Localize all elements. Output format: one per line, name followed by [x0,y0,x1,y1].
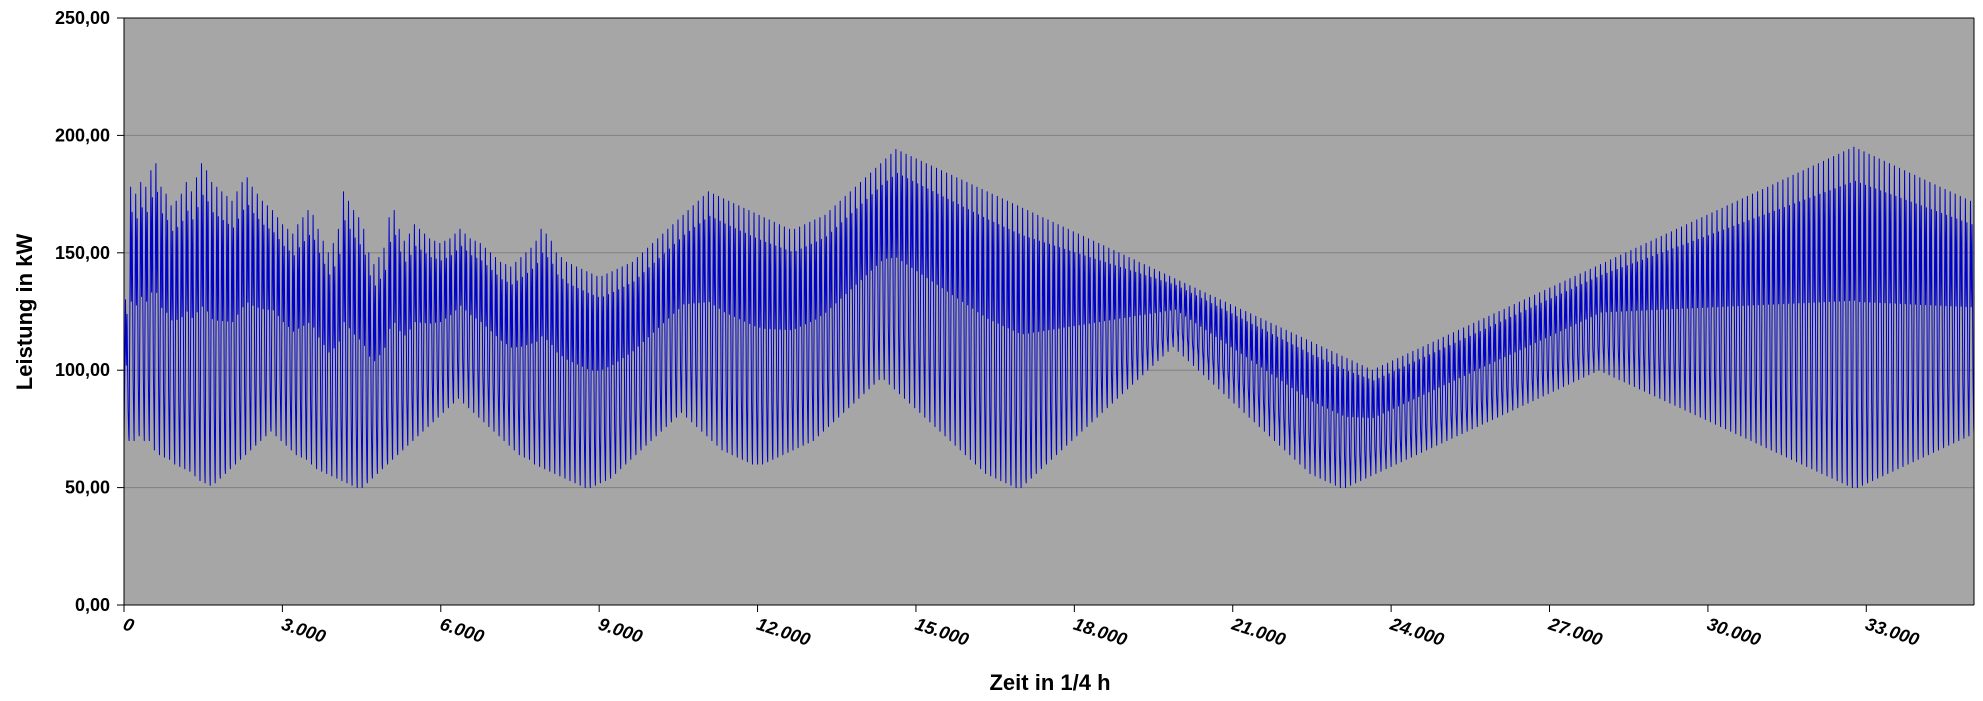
x-tick-label: 15.000 [913,614,972,650]
series-layer [123,146,1975,489]
x-tick-label: 18.000 [1071,614,1130,650]
x-tick-labels: 0 3.000 6.000 9.000 12.000 15.000 18.000 21.000… [121,605,1922,650]
x-tick-label: 30.000 [1705,614,1764,650]
x-tick-label: 6.000 [438,614,487,647]
y-axis-title: Leistung in kW [12,234,37,391]
x-tick-label: 33.000 [1863,614,1922,650]
x-tick-label: 27.000 [1545,613,1604,649]
x-axis-title: Zeit in 1/4 h [989,670,1110,695]
y-tick-labels: 0,00 50,00 100,00 150,00 200,00 250,00 [55,8,124,615]
y-tick-label: 200,00 [55,125,110,145]
series-line-0 [123,146,1975,489]
x-tick-label: 0 [121,614,137,636]
y-tick-label: 150,00 [55,243,110,263]
y-tick-label: 0,00 [75,595,110,615]
y-tick-label: 100,00 [55,360,110,380]
x-tick-label: 3.000 [279,614,328,647]
x-tick-label: 9.000 [596,614,645,647]
y-tick-label: 250,00 [55,8,110,28]
x-tick-label: 24.000 [1387,613,1446,649]
y-tick-label: 50,00 [65,478,110,498]
axes [123,17,1975,606]
x-tick-label: 12.000 [754,614,813,650]
x-tick-label: 21.000 [1229,613,1288,649]
